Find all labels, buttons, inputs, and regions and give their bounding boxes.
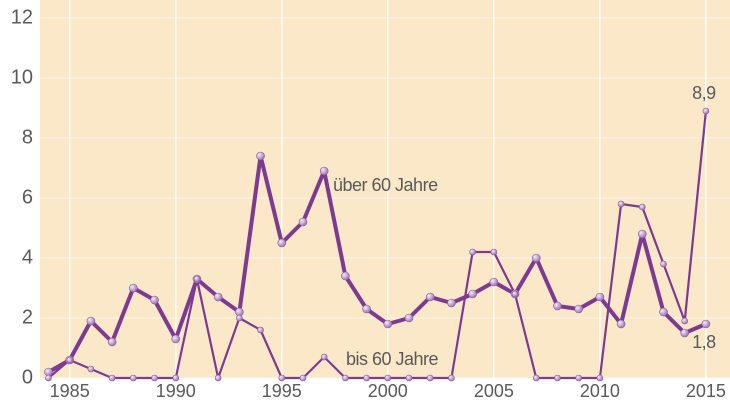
point: [129, 283, 138, 293]
point: [468, 289, 477, 299]
y-tick-label: 4: [22, 246, 33, 268]
point: [172, 374, 180, 382]
point: [362, 304, 371, 314]
y-tick-label: 2: [22, 306, 33, 328]
point: [681, 317, 689, 325]
point: [511, 290, 519, 298]
point: [66, 356, 73, 364]
point: [299, 374, 307, 382]
point: [659, 307, 668, 317]
point: [447, 298, 456, 308]
point: [45, 374, 52, 382]
y-tick-label: 8: [22, 126, 33, 148]
point: [553, 301, 562, 311]
point: [298, 217, 308, 227]
point: [213, 292, 223, 302]
point: [214, 374, 222, 382]
point: [405, 374, 413, 382]
series-label: über 60 Jahre: [333, 175, 438, 195]
point: [469, 248, 476, 256]
point: [277, 238, 287, 248]
point: [595, 292, 605, 302]
point: [171, 334, 181, 344]
point: [383, 319, 393, 329]
point: [680, 328, 690, 338]
x-tick-label: 2000: [368, 381, 408, 401]
y-tick-label: 10: [11, 66, 33, 88]
x-tick-label: 2010: [580, 381, 620, 401]
point: [532, 374, 540, 382]
point: [574, 304, 583, 314]
point: [448, 374, 455, 382]
x-tick-label: 1990: [156, 381, 196, 401]
point: [130, 374, 137, 382]
point: [256, 151, 265, 161]
y-tick-label: 12: [11, 6, 33, 28]
point: [86, 316, 96, 326]
point: [107, 337, 117, 347]
y-tick-label: 6: [22, 186, 33, 208]
point: [638, 203, 646, 211]
point: [320, 353, 328, 361]
point: [531, 253, 541, 263]
series-line: [47, 110, 708, 380]
point: [150, 295, 159, 305]
point: [278, 374, 286, 382]
point: [701, 319, 711, 329]
point: [384, 374, 392, 382]
point: [341, 271, 350, 281]
point: [596, 374, 604, 382]
x-tick-label: 2005: [474, 381, 514, 401]
point: [151, 374, 158, 382]
point: [404, 313, 414, 323]
point: [702, 107, 710, 115]
point: [319, 166, 329, 176]
point: [87, 365, 95, 373]
point: [617, 200, 625, 208]
x-tick-label: 1995: [262, 381, 302, 401]
point: [660, 260, 667, 268]
point: [637, 229, 647, 239]
point: [236, 314, 243, 322]
point: [425, 292, 435, 302]
x-tick-label: 1985: [50, 381, 90, 401]
point: [490, 248, 498, 256]
point: [554, 374, 561, 382]
point: [342, 374, 349, 382]
point: [257, 326, 264, 334]
point: [489, 277, 499, 287]
value-label: 1,8: [692, 332, 716, 352]
point: [193, 275, 201, 283]
point: [363, 374, 370, 382]
point: [575, 374, 582, 382]
value-label: 8,9: [692, 83, 716, 103]
point: [616, 319, 626, 329]
point: [426, 374, 434, 382]
point: [108, 374, 116, 382]
x-tick-label: 2015: [686, 381, 726, 401]
series-label: bis 60 Jahre: [346, 349, 439, 369]
y-tick-label: 0: [22, 366, 33, 388]
